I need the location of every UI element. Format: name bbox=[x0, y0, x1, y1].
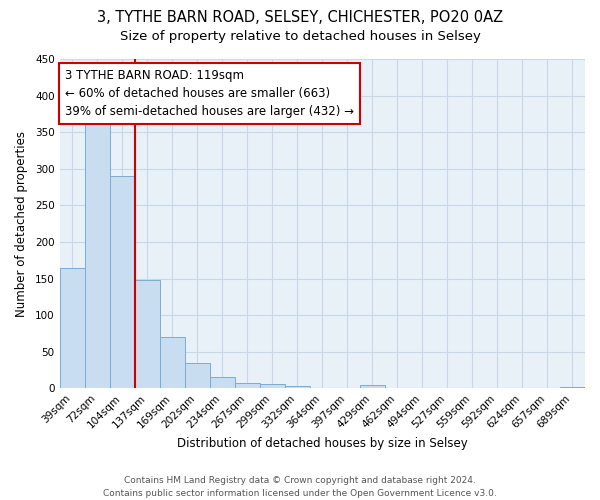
Bar bbox=[134, 280, 160, 388]
Bar bbox=[285, 386, 310, 388]
Bar bbox=[360, 384, 385, 388]
Bar bbox=[110, 176, 134, 388]
Y-axis label: Number of detached properties: Number of detached properties bbox=[15, 130, 28, 316]
Bar bbox=[85, 114, 110, 388]
Bar bbox=[560, 387, 585, 388]
Bar bbox=[59, 268, 85, 388]
Text: Size of property relative to detached houses in Selsey: Size of property relative to detached ho… bbox=[119, 30, 481, 43]
Bar bbox=[260, 384, 285, 388]
Text: 3, TYTHE BARN ROAD, SELSEY, CHICHESTER, PO20 0AZ: 3, TYTHE BARN ROAD, SELSEY, CHICHESTER, … bbox=[97, 10, 503, 25]
Bar bbox=[160, 337, 185, 388]
Text: Contains HM Land Registry data © Crown copyright and database right 2024.
Contai: Contains HM Land Registry data © Crown c… bbox=[103, 476, 497, 498]
X-axis label: Distribution of detached houses by size in Selsey: Distribution of detached houses by size … bbox=[177, 437, 467, 450]
Bar bbox=[185, 362, 209, 388]
Text: 3 TYTHE BARN ROAD: 119sqm
← 60% of detached houses are smaller (663)
39% of semi: 3 TYTHE BARN ROAD: 119sqm ← 60% of detac… bbox=[65, 69, 354, 118]
Bar bbox=[235, 383, 260, 388]
Bar bbox=[209, 378, 235, 388]
